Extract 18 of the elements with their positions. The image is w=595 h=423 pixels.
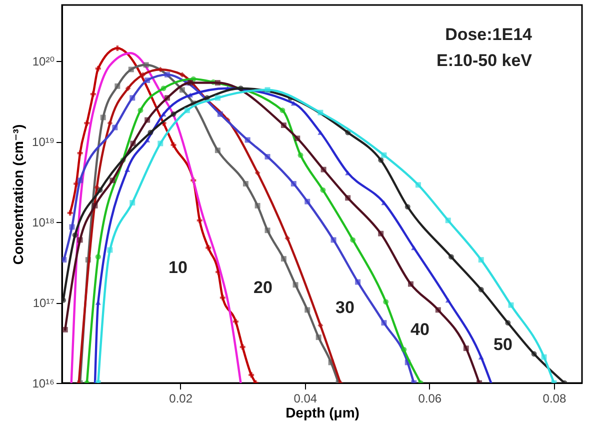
y-tick-label: 10¹⁹ — [32, 135, 54, 150]
y-axis-title: Concentration (cm⁻³) — [10, 124, 26, 265]
annotation: 20 — [254, 278, 272, 297]
annotation: E:10-50 keV — [436, 51, 533, 70]
annotation: 40 — [410, 320, 430, 339]
annotation: Dose:1E14 — [445, 25, 533, 44]
x-axis-title: Depth (μm) — [286, 404, 360, 420]
annotation: 30 — [336, 298, 354, 317]
x-tick-label: 0.02 — [169, 392, 193, 406]
y-tick-label: 10¹⁶ — [32, 376, 55, 390]
annotation: 50 — [494, 335, 512, 354]
y-tick-label: 10²⁰ — [32, 54, 55, 69]
y-tick-label: 10¹⁸ — [32, 216, 54, 230]
x-tick-label: 0.04 — [294, 392, 318, 406]
annotation: 10 — [168, 258, 188, 277]
x-tick-label: 0.06 — [418, 392, 442, 406]
y-tick-label: 10¹⁷ — [32, 296, 54, 310]
x-tick-label: 0.08 — [542, 392, 566, 406]
